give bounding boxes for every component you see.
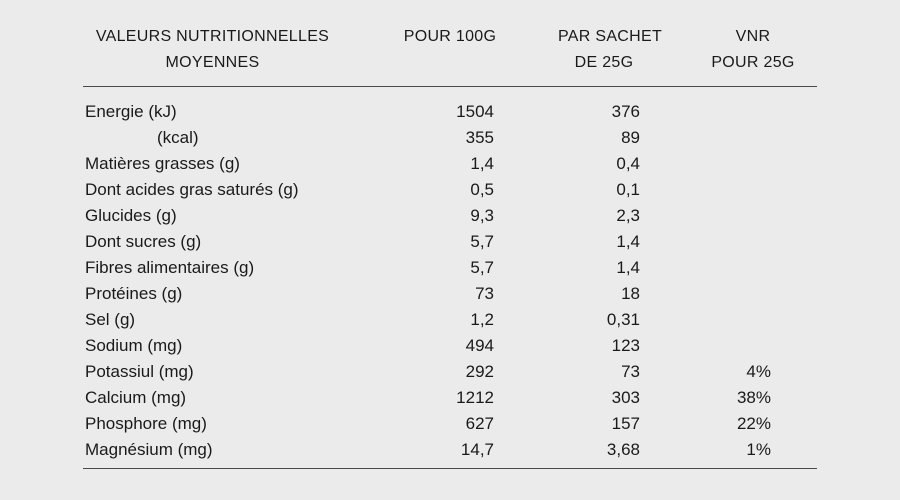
- value-vnr: 38%: [736, 388, 771, 407]
- table-row: Potassiul (mg) 292 73 4%: [83, 359, 817, 385]
- table-row: (kcal) 355 89: [83, 125, 817, 151]
- table-body: Energie (kJ) 1504 376 (kcal) 355 89 Matières g…: [83, 87, 817, 469]
- row-label: Dont sucres (g): [85, 232, 202, 251]
- header-valeurs-line2: MOYENNES: [165, 54, 260, 71]
- value-pour-100g: 5,7: [470, 258, 494, 277]
- row-label: Calcium (mg): [85, 388, 187, 407]
- value-par-sachet: 73: [621, 362, 640, 381]
- value-vnr: [672, 281, 817, 307]
- row-label: Energie (kJ): [85, 102, 177, 121]
- value-vnr: [672, 255, 817, 281]
- header-vnr-line2: POUR 25G: [711, 54, 795, 71]
- value-par-sachet: 303: [611, 388, 640, 407]
- value-pour-100g: 14,7: [460, 440, 494, 459]
- value-pour-100g: 0,5: [470, 180, 494, 199]
- row-label: Sodium (mg): [85, 336, 183, 355]
- value-par-sachet: 89: [621, 128, 640, 147]
- value-pour-100g: 355: [465, 128, 494, 147]
- header-valeurs-nutritionnelles: VALEURS NUTRITIONNELLES MOYENNES: [83, 0, 342, 87]
- value-par-sachet: 0,1: [616, 180, 640, 199]
- value-vnr: [672, 177, 817, 203]
- value-par-sachet: 0,31: [606, 310, 640, 329]
- header-pour-100g: POUR 100G: [342, 0, 558, 87]
- value-vnr: 4%: [746, 362, 771, 381]
- row-label: Phosphore (mg): [85, 414, 207, 433]
- table-row: Dont sucres (g) 5,7 1,4: [83, 229, 817, 255]
- value-pour-100g: 73: [475, 284, 494, 303]
- value-vnr: [672, 151, 817, 177]
- table-header: VALEURS NUTRITIONNELLES MOYENNES POUR 10…: [83, 0, 817, 87]
- nutrition-table: VALEURS NUTRITIONNELLES MOYENNES POUR 10…: [83, 0, 817, 469]
- value-vnr: [672, 125, 817, 151]
- row-label: Protéines (g): [85, 284, 183, 303]
- row-label: Potassiul (mg): [85, 362, 194, 381]
- table-row: Sodium (mg) 494 123: [83, 333, 817, 359]
- value-pour-100g: 1504: [456, 102, 494, 121]
- value-pour-100g: 1,4: [470, 154, 494, 173]
- value-par-sachet: 18: [621, 284, 640, 303]
- header-par-sachet-line1: PAR SACHET: [558, 28, 663, 45]
- value-par-sachet: 3,68: [606, 440, 640, 459]
- table-row: Fibres alimentaires (g) 5,7 1,4: [83, 255, 817, 281]
- row-label: Glucides (g): [85, 206, 177, 225]
- header-vnr-line1: VNR: [735, 28, 771, 45]
- header-par-sachet: PAR SACHET DE 25G: [558, 0, 672, 87]
- value-vnr: [672, 229, 817, 255]
- table-row: Protéines (g) 73 18: [83, 281, 817, 307]
- table-row: Magnésium (mg) 14,7 3,68 1%: [83, 437, 817, 469]
- row-label: Matières grasses (g): [85, 154, 240, 173]
- header-vnr: VNR POUR 25G: [672, 0, 817, 87]
- table-row: Phosphore (mg) 627 157 22%: [83, 411, 817, 437]
- header-row: VALEURS NUTRITIONNELLES MOYENNES POUR 10…: [83, 0, 817, 87]
- row-label: Magnésium (mg): [85, 440, 213, 459]
- value-vnr: [672, 333, 817, 359]
- row-label: Sel (g): [85, 310, 136, 329]
- value-vnr: 22%: [736, 414, 771, 433]
- value-vnr: 1%: [746, 440, 771, 459]
- value-pour-100g: 1212: [456, 388, 494, 407]
- header-valeurs-line1: VALEURS NUTRITIONNELLES: [95, 28, 330, 45]
- value-pour-100g: 627: [465, 414, 494, 433]
- value-par-sachet: 376: [611, 102, 640, 121]
- table-row: Matières grasses (g) 1,4 0,4: [83, 151, 817, 177]
- value-pour-100g: 494: [465, 336, 494, 355]
- row-label: Fibres alimentaires (g): [85, 258, 255, 277]
- table-row: Energie (kJ) 1504 376: [83, 87, 817, 126]
- table-row: Dont acides gras saturés (g) 0,5 0,1: [83, 177, 817, 203]
- value-vnr: [672, 307, 817, 333]
- value-vnr: [672, 203, 817, 229]
- value-par-sachet: 123: [611, 336, 640, 355]
- table-row: Glucides (g) 9,3 2,3: [83, 203, 817, 229]
- value-par-sachet: 1,4: [616, 232, 640, 251]
- row-label: (kcal): [157, 128, 199, 147]
- value-par-sachet: 1,4: [616, 258, 640, 277]
- value-par-sachet: 157: [611, 414, 640, 433]
- header-pour-100g-line1: POUR 100G: [403, 28, 497, 45]
- value-vnr: [672, 87, 817, 126]
- value-pour-100g: 5,7: [470, 232, 494, 251]
- table-row: Calcium (mg) 1212 303 38%: [83, 385, 817, 411]
- row-label: Dont acides gras saturés (g): [85, 180, 299, 199]
- header-par-sachet-line2: DE 25G: [574, 54, 634, 71]
- value-par-sachet: 2,3: [616, 206, 640, 225]
- value-pour-100g: 292: [465, 362, 494, 381]
- value-par-sachet: 0,4: [616, 154, 640, 173]
- value-pour-100g: 9,3: [470, 206, 494, 225]
- table-row: Sel (g) 1,2 0,31: [83, 307, 817, 333]
- value-pour-100g: 1,2: [470, 310, 494, 329]
